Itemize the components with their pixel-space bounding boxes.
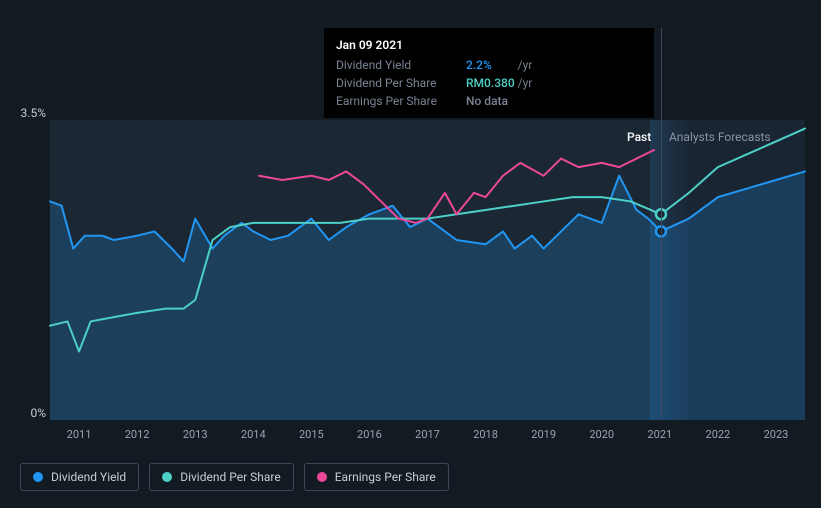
legend-swatch <box>317 472 327 482</box>
xtick: 2019 <box>531 428 556 441</box>
legend-label: Earnings Per Share <box>335 470 436 484</box>
legend-item[interactable]: Dividend Yield <box>20 463 139 491</box>
tooltip-row-unit: /yr <box>515 56 533 74</box>
dividend-chart: 3.5% 0% Past Analysts Forecasts 2011 2012… <box>0 0 821 508</box>
plot-area[interactable] <box>50 120 805 420</box>
tooltip-row: Dividend Yield2.2%/yr <box>336 56 532 74</box>
yaxis-max-label: 3.5% <box>21 106 46 120</box>
series-line-earnings_per_share <box>259 150 654 223</box>
xtick: 2017 <box>415 428 440 441</box>
tooltip-row-value: No data <box>466 92 515 110</box>
xtick: 2011 <box>67 428 92 441</box>
tooltip: Jan 09 2021 Dividend Yield2.2%/yrDividen… <box>324 28 654 118</box>
yaxis-min-label: 0% <box>30 406 46 420</box>
tooltip-rows: Dividend Yield2.2%/yrDividend Per ShareR… <box>336 56 532 110</box>
legend-swatch <box>33 472 43 482</box>
tooltip-row-unit: /yr <box>515 74 533 92</box>
legend-label: Dividend Per Share <box>180 470 281 484</box>
xtick: 2012 <box>125 428 150 441</box>
tooltip-title: Jan 09 2021 <box>336 36 642 54</box>
tooltip-row: Earnings Per ShareNo data <box>336 92 532 110</box>
legend-label: Dividend Yield <box>51 470 126 484</box>
xtick: 2018 <box>473 428 498 441</box>
cursor-line <box>661 28 662 420</box>
tooltip-row-value: 2.2% <box>466 56 515 74</box>
tooltip-row-label: Dividend Yield <box>336 56 466 74</box>
forecast-label: Analysts Forecasts <box>669 130 771 144</box>
tooltip-row-unit <box>515 92 533 110</box>
xtick: 2021 <box>647 428 672 441</box>
xtick: 2020 <box>589 428 614 441</box>
xtick: 2013 <box>183 428 208 441</box>
tooltip-row-value: RM0.380 <box>466 74 515 92</box>
past-label: Past <box>627 130 651 144</box>
xtick: 2015 <box>299 428 324 441</box>
legend-item[interactable]: Earnings Per Share <box>304 463 449 491</box>
xtick: 2016 <box>357 428 382 441</box>
tooltip-row-label: Earnings Per Share <box>336 92 466 110</box>
tooltip-row-label: Dividend Per Share <box>336 74 466 92</box>
x-axis: 2011 2012 2013 2014 2015 2016 2017 2018 2019 2020… <box>50 428 805 448</box>
series-area-dividend_yield <box>50 171 805 420</box>
xtick: 2023 <box>764 428 789 441</box>
legend-swatch <box>162 472 172 482</box>
xtick: 2022 <box>706 428 731 441</box>
xtick: 2014 <box>241 428 266 441</box>
chart-svg <box>50 120 805 420</box>
legend: Dividend Yield Dividend Per Share Earnings… <box>20 463 449 491</box>
tooltip-row: Dividend Per ShareRM0.380/yr <box>336 74 532 92</box>
legend-item[interactable]: Dividend Per Share <box>149 463 294 491</box>
